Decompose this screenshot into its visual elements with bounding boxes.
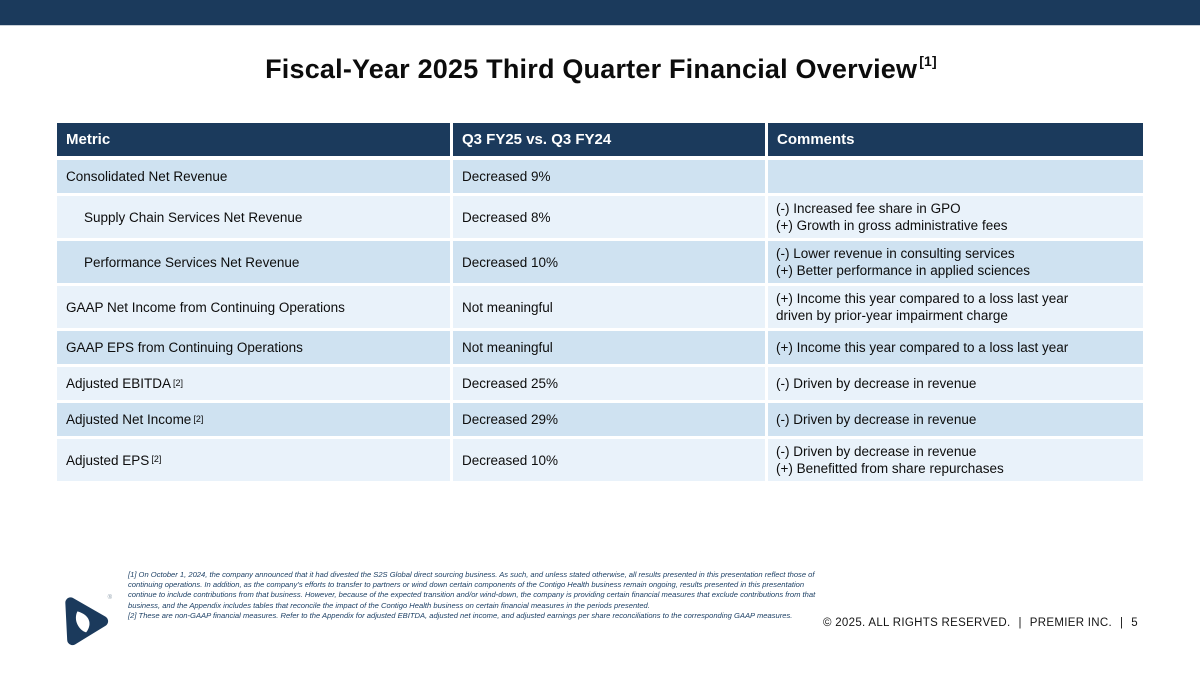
column-header-metric: Metric	[57, 123, 450, 156]
comment-line: (-) Increased fee share in GPO	[776, 200, 961, 216]
change-cell: Decreased 29%	[453, 403, 765, 436]
registered-trademark-icon: ®	[107, 595, 112, 601]
metric-cell: GAAP EPS from Continuing Operations	[57, 331, 450, 364]
metric-label: Performance Services Net Revenue	[84, 254, 300, 270]
comment-line: driven by prior-year impairment charge	[776, 308, 1008, 323]
comments-cell: (-) Driven by decrease in revenue (+) Be…	[768, 439, 1143, 481]
metric-footnote-ref: [2]	[193, 413, 204, 424]
metric-cell: Supply Chain Services Net Revenue	[57, 196, 450, 238]
footnotes-block: [1] On October 1, 2024, the company anno…	[128, 570, 820, 621]
footer-info: © 2025. ALL RIGHTS RESERVED. | PREMIER INC…	[823, 617, 1138, 629]
premier-logo-mark	[65, 597, 109, 646]
comment-line: (-) Driven by decrease in revenue	[776, 375, 977, 391]
metric-cell: Adjusted EPS [2]	[57, 439, 450, 481]
column-header-comments: Comments	[768, 123, 1143, 156]
financial-overview-table: Metric Q3 FY25 vs. Q3 FY24 Comments Cons…	[57, 123, 1143, 484]
comment-line: (-) Driven by decrease in revenue	[776, 411, 977, 427]
table-row: Supply Chain Services Net Revenue Decrea…	[57, 196, 1143, 238]
comment-line: (+) Growth in gross administrative fees	[776, 218, 1008, 233]
table-row: Adjusted EBITDA [2] Decreased 25% (-) Dri…	[57, 367, 1143, 400]
comment-line: (+) Income this year compared to a loss …	[776, 339, 1069, 355]
change-cell: Not meaningful	[453, 286, 765, 328]
title-row: Fiscal-Year 2025 Third Quarter Financial…	[0, 53, 1200, 85]
comment-line: (-) Lower revenue in consulting services	[776, 245, 1015, 261]
metric-label: Supply Chain Services Net Revenue	[84, 209, 303, 225]
title-footnote-ref: [1]	[919, 53, 937, 69]
table-row: Adjusted EPS [2] Decreased 10% (-) Driven…	[57, 439, 1143, 481]
table-row: Adjusted Net Income [2] Decreased 29% (-)…	[57, 403, 1143, 436]
change-cell: Decreased 10%	[453, 241, 765, 283]
metric-label: Adjusted EPS	[66, 452, 150, 468]
footer-separator: |	[1120, 617, 1124, 629]
metric-label: Consolidated Net Revenue	[66, 169, 228, 184]
metric-label: Adjusted EBITDA	[66, 376, 172, 391]
page-number: 5	[1131, 617, 1138, 629]
slide-title-text: Fiscal-Year 2025 Third Quarter Financial…	[265, 54, 918, 84]
footnote-1: [1] On October 1, 2024, the company anno…	[128, 570, 816, 610]
comment-line: (+) Benefitted from share repurchases	[776, 461, 1004, 476]
comments-cell: (+) Income this year compared to a loss …	[768, 331, 1143, 364]
table-row: GAAP Net Income from Continuing Operatio…	[57, 286, 1143, 328]
change-cell: Decreased 8%	[453, 196, 765, 238]
metric-cell: Consolidated Net Revenue	[57, 160, 450, 193]
change-cell: Decreased 25%	[453, 367, 765, 400]
change-cell: Decreased 10%	[453, 439, 765, 481]
metric-label: GAAP Net Income from Continuing Operatio…	[66, 299, 345, 315]
comments-cell: (+) Income this year compared to a loss …	[768, 286, 1143, 328]
metric-cell: Performance Services Net Revenue	[57, 241, 450, 283]
table-row: Performance Services Net Revenue Decreas…	[57, 241, 1143, 283]
comments-cell	[768, 160, 1143, 193]
table-header-row: Metric Q3 FY25 vs. Q3 FY24 Comments	[57, 123, 1143, 156]
footnote-2: [2] These are non-GAAP financial measure…	[128, 610, 793, 620]
top-accent-bar	[0, 0, 1200, 26]
comments-cell: (-) Increased fee share in GPO (+) Growt…	[768, 196, 1143, 238]
company-name: PREMIER INC.	[1029, 617, 1112, 629]
metric-cell: GAAP Net Income from Continuing Operatio…	[57, 286, 450, 328]
comments-cell: (-) Driven by decrease in revenue	[768, 367, 1143, 400]
metric-footnote-ref: [2]	[151, 454, 162, 464]
comments-cell: (-) Driven by decrease in revenue	[768, 403, 1143, 436]
slide-title: Fiscal-Year 2025 Third Quarter Financial…	[265, 53, 937, 84]
metric-label: GAAP EPS from Continuing Operations	[66, 340, 303, 355]
table-row: Consolidated Net Revenue Decreased 9%	[57, 160, 1143, 193]
comment-line: (+) Income this year compared to a loss …	[776, 290, 1069, 306]
metric-label: Adjusted Net Income	[66, 412, 192, 427]
metric-cell: Adjusted Net Income [2]	[57, 403, 450, 436]
change-cell: Decreased 9%	[453, 160, 765, 193]
column-header-change: Q3 FY25 vs. Q3 FY24	[453, 123, 765, 156]
comment-line: (+) Better performance in applied scienc…	[776, 263, 1031, 278]
copyright-text: © 2025. ALL RIGHTS RESERVED.	[822, 617, 1011, 629]
premier-logo: ®	[52, 589, 114, 651]
comment-line: (-) Driven by decrease in revenue	[776, 443, 977, 459]
metric-footnote-ref: [2]	[173, 377, 184, 388]
change-cell: Not meaningful	[453, 331, 765, 364]
metric-cell: Adjusted EBITDA [2]	[57, 367, 450, 400]
table-row: GAAP EPS from Continuing Operations Not …	[57, 331, 1143, 364]
comments-cell: (-) Lower revenue in consulting services…	[768, 241, 1143, 283]
footer-separator: |	[1018, 617, 1022, 629]
